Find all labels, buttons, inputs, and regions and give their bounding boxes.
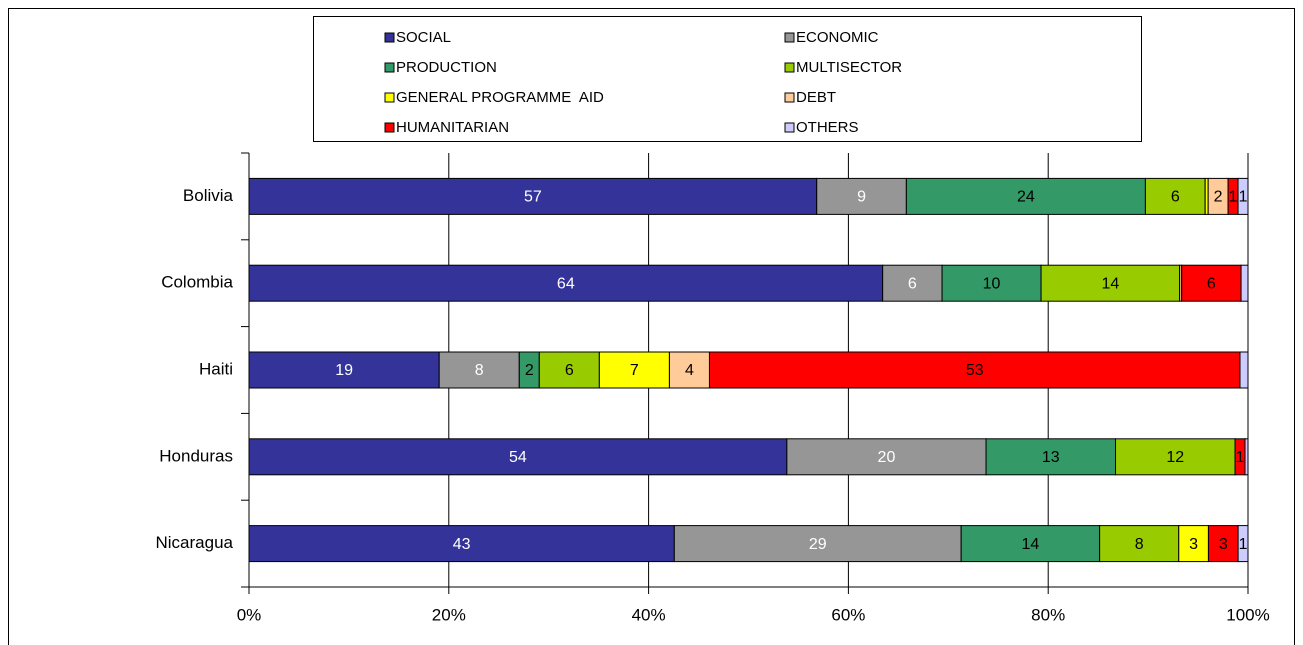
bar-segment (816, 177, 907, 215)
legend-swatch (384, 32, 395, 43)
legend-label: SOCIAL (396, 29, 451, 46)
bar-segment (1144, 177, 1206, 215)
data-label: 8 (1135, 536, 1144, 553)
data-label: 14 (1021, 536, 1039, 553)
bar-segment (1240, 264, 1249, 302)
legend-swatch (784, 32, 795, 43)
data-label: 13 (1042, 449, 1060, 466)
data-label: 1 (1229, 189, 1238, 206)
data-label: 1 (1236, 449, 1245, 466)
bar-segment (985, 438, 1117, 476)
bar-segment (708, 351, 1241, 389)
bar-segment (941, 264, 1042, 302)
bar-segment (538, 351, 600, 389)
x-tick-label: 60% (831, 605, 865, 624)
data-label: 3 (1219, 536, 1228, 553)
data-label: 14 (1101, 275, 1119, 292)
x-tick-label: 80% (1031, 605, 1065, 624)
chart-border (8, 8, 1295, 645)
data-label: 24 (1017, 189, 1035, 206)
data-label: 53 (966, 362, 984, 379)
data-label: 57 (524, 189, 542, 206)
bar-segment (1237, 177, 1249, 215)
legend-label: OTHERS (796, 119, 859, 136)
bar-segment (882, 264, 943, 302)
y-tick-label: Colombia (161, 273, 233, 292)
x-tick-label: 20% (432, 605, 466, 624)
bar-segment (1239, 351, 1249, 389)
x-tick-label: 40% (632, 605, 666, 624)
data-label: 43 (453, 536, 471, 553)
y-tick-label: Haiti (199, 359, 233, 378)
data-label: 12 (1166, 449, 1184, 466)
legend-label: ECONOMIC (796, 29, 879, 46)
legend-label: DEBT (796, 89, 836, 106)
data-label: 2 (1214, 189, 1223, 206)
data-label: 7 (630, 362, 639, 379)
data-label: 64 (557, 275, 575, 292)
bar-segment (673, 525, 962, 563)
bar-segment (1181, 264, 1242, 302)
data-label: 54 (509, 449, 527, 466)
data-label: 8 (475, 362, 484, 379)
data-label: 2 (525, 362, 534, 379)
legend-label: GENERAL PROGRAMME AID (396, 89, 604, 106)
bar-segment (1178, 525, 1209, 563)
bar-segment (1237, 525, 1249, 563)
x-tick-label: 100% (1226, 605, 1269, 624)
data-label: 3 (1189, 536, 1198, 553)
legend-swatch (384, 62, 395, 73)
legend-swatch (784, 122, 795, 133)
bar-segment (668, 351, 710, 389)
y-tick-label: Bolivia (183, 186, 234, 205)
bar-segment (248, 438, 788, 476)
data-label: 6 (565, 362, 574, 379)
data-label: 6 (908, 275, 917, 292)
data-label: 10 (983, 275, 1001, 292)
data-label: 29 (809, 536, 827, 553)
bar-segment (960, 525, 1101, 563)
bar-segment (1040, 264, 1181, 302)
data-label: 1 (1239, 189, 1248, 206)
y-tick-label: Nicaragua (156, 533, 234, 552)
y-tick-label: Honduras (159, 446, 233, 465)
legend-swatch (784, 62, 795, 73)
legend-label: HUMANITARIAN (396, 119, 509, 136)
legend-swatch (384, 122, 395, 133)
bar-segment (438, 351, 520, 389)
legend-label: MULTISECTOR (796, 59, 902, 76)
data-label: 4 (685, 362, 694, 379)
bar-segment (248, 351, 440, 389)
data-label: 6 (1171, 189, 1180, 206)
legend-label: PRODUCTION (396, 59, 497, 76)
bar-segment (248, 264, 884, 302)
bar-segment (1244, 438, 1249, 476)
bar-segment (248, 525, 675, 563)
legend-box (313, 16, 1142, 142)
data-label: 9 (857, 189, 866, 206)
legend-swatch (784, 92, 795, 103)
data-label: 19 (335, 362, 353, 379)
legend-swatch (384, 92, 395, 103)
x-tick-label: 0% (237, 605, 262, 624)
data-label: 6 (1207, 275, 1216, 292)
bar-segment (905, 177, 1146, 215)
data-label: 1 (1239, 536, 1248, 553)
data-label: 20 (878, 449, 896, 466)
